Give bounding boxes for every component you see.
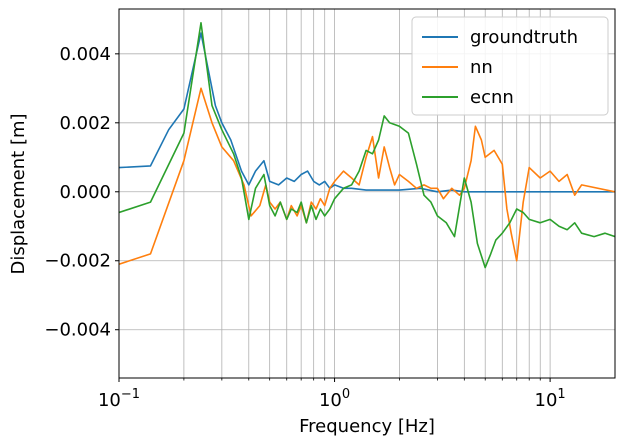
series-line-groundtruth: [119, 32, 615, 193]
y-axis-label: Displacement [m]: [8, 113, 29, 274]
y-tick-label: 0.000: [59, 182, 111, 203]
x-tick-label: 10−1: [98, 387, 140, 411]
series-line-ecnn: [119, 21, 615, 269]
y-tick-label: −0.002: [44, 251, 111, 272]
y-axis-ticks: −0.004 −0.002 0.000 0.002 0.004: [44, 44, 119, 341]
legend-label-groundtruth: groundtruth: [470, 27, 578, 48]
legend: groundtruth nn ecnn: [411, 16, 609, 116]
y-tick-label: −0.004: [44, 320, 111, 341]
legend-label-ecnn: ecnn: [470, 87, 514, 108]
x-tick-label: 101: [535, 387, 566, 411]
y-tick-label: 0.002: [59, 113, 111, 134]
series-group: [119, 21, 615, 269]
x-tick-label: 100: [319, 387, 350, 411]
plot-frame: [118, 8, 616, 379]
grid-minor: [183, 9, 541, 378]
x-axis-label: Frequency [Hz]: [299, 416, 435, 437]
legend-box: [411, 16, 609, 116]
y-tick-label: 0.004: [59, 44, 111, 65]
legend-label-nn: nn: [470, 57, 493, 78]
x-axis-ticks: 10−1 100 101: [98, 378, 566, 411]
